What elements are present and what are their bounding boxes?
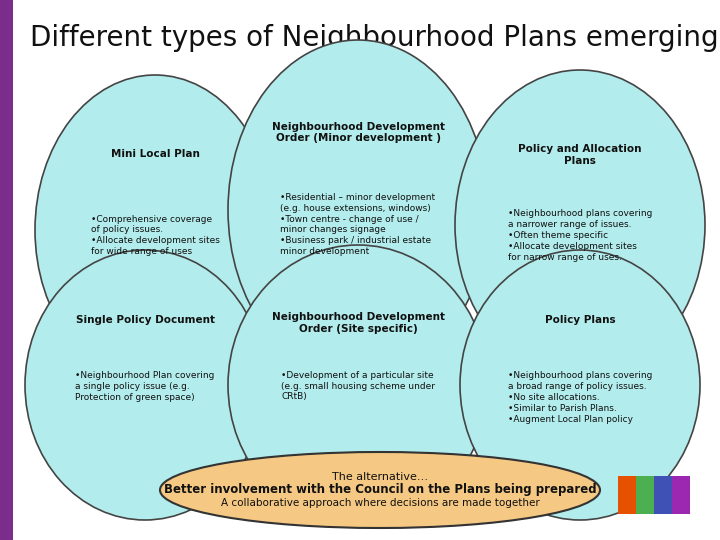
Text: Single Policy Document: Single Policy Document [76,315,215,325]
Ellipse shape [160,452,600,528]
Bar [618,476,636,514]
Ellipse shape [460,250,700,520]
Text: Better involvement with the Council on the Plans being prepared: Better involvement with the Council on t… [163,483,596,496]
Text: Neighbourhood Development
Order (Site specific): Neighbourhood Development Order (Site sp… [271,312,444,334]
Text: •Comprehensive coverage
of policy issues.
•Allocate development sites
for wide r: •Comprehensive coverage of policy issues… [91,214,220,256]
Ellipse shape [25,250,265,520]
Bar [636,476,654,514]
Text: •Residential – minor development
(e.g. house extensions, windows)
•Town centre -: •Residential – minor development (e.g. h… [280,193,436,256]
Text: The alternative…: The alternative… [332,472,428,482]
Text: •Neighbourhood plans covering
a broad range of policy issues.
•No site allocatio: •Neighbourhood plans covering a broad ra… [508,372,652,423]
Text: •Development of a particular site
(e.g. small housing scheme under
CRtB): •Development of a particular site (e.g. … [281,371,435,402]
Bar [654,476,672,514]
Text: A collaborative approach where decisions are made together: A collaborative approach where decisions… [220,498,539,508]
Text: Policy and Allocation
Plans: Policy and Allocation Plans [518,144,642,166]
Ellipse shape [228,245,488,525]
Text: Policy Plans: Policy Plans [545,315,616,325]
Text: •Neighbourhood plans covering
a narrower range of issues.
•Often theme specific
: •Neighbourhood plans covering a narrower… [508,210,652,261]
Text: Different types of Neighbourhood Plans emerging: Different types of Neighbourhood Plans e… [30,24,719,52]
Text: Neighbourhood Development
Order (Minor development ): Neighbourhood Development Order (Minor d… [271,122,444,143]
Bar [672,476,690,514]
Bar [0,0,13,540]
Ellipse shape [35,75,275,385]
Text: •Neighbourhood Plan covering
a single policy issue (e.g.
Protection of green spa: •Neighbourhood Plan covering a single po… [76,372,215,402]
Ellipse shape [228,40,488,380]
Text: Mini Local Plan: Mini Local Plan [111,150,199,159]
Ellipse shape [455,70,705,380]
